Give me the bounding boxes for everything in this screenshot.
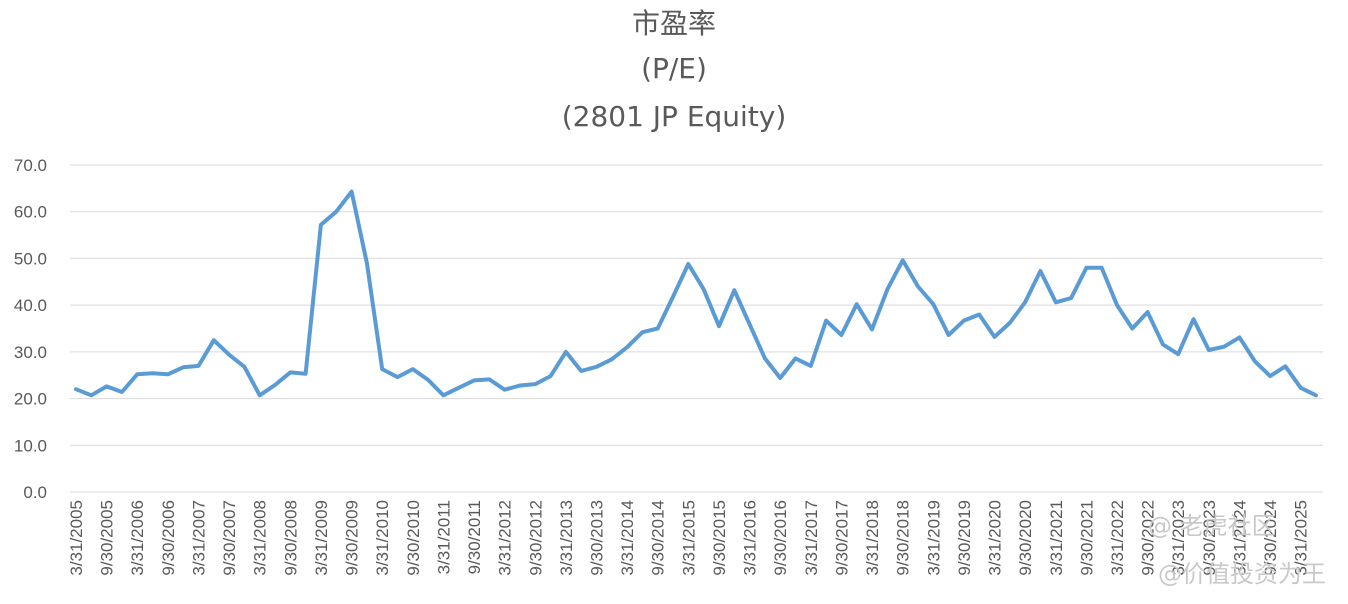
x-tick-label: 3/31/2012: [496, 500, 515, 576]
x-tick-label: 3/31/2013: [557, 500, 576, 576]
pe-series-line: [74, 189, 1318, 398]
x-tick-label: 9/30/2006: [159, 500, 178, 576]
x-tick-label: 3/31/2025: [1292, 500, 1311, 576]
x-tick-label: 9/30/2014: [649, 500, 668, 576]
chart-title: 市盈率: [631, 7, 716, 40]
y-tick-label: 50.0: [14, 249, 47, 268]
x-tick-label: 3/31/2008: [251, 500, 270, 576]
chart-subtitle: (P/E): [641, 52, 707, 85]
y-tick-label: 60.0: [14, 203, 47, 222]
x-tick-label: 3/31/2009: [312, 500, 331, 576]
y-tick-label: 40.0: [14, 296, 47, 315]
x-tick-label: 9/30/2008: [281, 500, 300, 576]
x-tick-label: 3/31/2017: [802, 500, 821, 576]
x-tick-label: 9/30/2013: [587, 500, 606, 576]
x-tick-label: 9/30/2018: [894, 500, 913, 576]
watermark-line2: @价值投资为王: [1158, 560, 1326, 588]
x-tick-label: 3/31/2023: [1169, 500, 1188, 576]
x-tick-label: 3/31/2007: [189, 500, 208, 576]
x-tick-label: 9/30/2009: [343, 500, 362, 576]
x-tick-label: 9/30/2005: [98, 500, 117, 576]
x-tick-label: 9/30/2020: [1016, 500, 1035, 576]
x-tick-label: 9/30/2017: [832, 500, 851, 576]
x-tick-label: 9/30/2024: [1261, 500, 1280, 576]
x-tick-label: 9/30/2019: [955, 500, 974, 576]
gridlines: [70, 164, 1323, 493]
x-tick-label: 3/31/2019: [924, 500, 943, 576]
x-tick-label: 3/31/2022: [1108, 500, 1127, 576]
y-tick-label: 20.0: [14, 390, 47, 409]
x-tick-label: 3/31/2010: [373, 500, 392, 576]
y-axis: 0.0 10.0 20.0 30.0 40.0 50.0 60.0 70.0: [14, 156, 47, 502]
watermark: @ 老虎社区 @价值投资为王: [1148, 512, 1326, 588]
x-tick-label: 3/31/2020: [986, 500, 1005, 576]
x-tick-label: 9/30/2016: [771, 500, 790, 576]
y-tick-label: 0.0: [23, 483, 47, 502]
y-tick-label: 30.0: [14, 343, 47, 362]
x-tick-label: 3/31/2014: [618, 500, 637, 576]
x-tick-label: 3/31/2024: [1230, 500, 1249, 576]
x-tick-label: 9/30/2007: [220, 500, 239, 576]
x-tick-label: 3/31/2015: [679, 500, 698, 576]
y-tick-label: 70.0: [14, 156, 47, 175]
chart-subtitle-ticker: (2801 JP Equity): [561, 100, 787, 133]
x-tick-label: 9/30/2011: [465, 500, 484, 574]
x-tick-label: 3/31/2018: [863, 500, 882, 576]
x-tick-label: 9/30/2023: [1200, 500, 1219, 576]
watermark-line1: @ 老虎社区: [1148, 512, 1276, 540]
x-tick-label: 9/30/2010: [404, 500, 423, 576]
y-tick-label: 10.0: [14, 436, 47, 455]
x-tick-label: 9/30/2012: [526, 500, 545, 576]
x-tick-label: 3/31/2021: [1047, 500, 1066, 576]
x-tick-label: 9/30/2015: [710, 500, 729, 576]
x-tick-label: 3/31/2005: [67, 500, 86, 576]
x-tick-label: 3/31/2016: [741, 500, 760, 576]
x-tick-label: 3/31/2011: [434, 500, 453, 574]
x-tick-label: 9/30/2022: [1139, 500, 1158, 576]
x-tick-label: 9/30/2021: [1077, 500, 1096, 576]
x-axis: 3/31/2005 9/30/2005 3/31/2006 9/30/2006 3/31…: [67, 500, 1311, 576]
x-tick-label: 3/31/2006: [128, 500, 147, 576]
